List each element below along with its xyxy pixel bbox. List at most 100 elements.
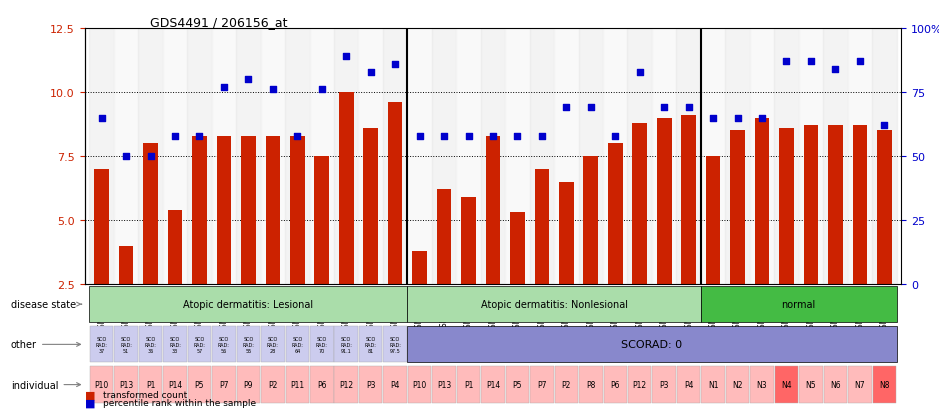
Point [730,115,745,121]
Bar [632,123,647,348]
Text: SCO
RAD:
28: SCO RAD: 28 [267,336,279,353]
FancyBboxPatch shape [334,367,358,403]
Text: P6: P6 [610,380,620,389]
Bar [627,29,652,284]
FancyBboxPatch shape [90,367,114,403]
Point [877,123,892,129]
Bar [700,29,725,284]
Text: Atopic dermatitis: Nonlesional: Atopic dermatitis: Nonlesional [481,299,627,309]
Bar [168,210,182,348]
Point [779,59,794,65]
Text: normal: normal [781,299,816,309]
Bar [676,29,700,284]
Bar [510,213,525,348]
FancyBboxPatch shape [383,367,407,403]
Bar [652,29,676,284]
Text: transformed count: transformed count [103,390,188,399]
Text: SCO
RAD:
70: SCO RAD: 70 [316,336,328,353]
Point [315,87,330,93]
Point [437,133,452,140]
Bar [211,29,236,284]
Point [461,133,476,140]
Bar [310,29,334,284]
Bar [799,29,824,284]
Bar [828,126,842,348]
Bar [114,29,138,284]
FancyBboxPatch shape [139,367,162,403]
Bar [657,118,671,348]
Bar [89,29,114,284]
FancyBboxPatch shape [726,367,749,403]
Text: P14: P14 [485,380,500,389]
FancyBboxPatch shape [359,367,382,403]
FancyBboxPatch shape [115,367,138,403]
FancyBboxPatch shape [212,326,236,363]
FancyBboxPatch shape [334,326,358,363]
FancyBboxPatch shape [653,367,676,403]
FancyBboxPatch shape [237,326,260,363]
FancyBboxPatch shape [139,326,162,363]
Text: P6: P6 [317,380,327,389]
FancyBboxPatch shape [506,367,530,403]
Bar [578,29,603,284]
Bar [461,197,476,348]
Bar [290,136,304,348]
FancyBboxPatch shape [604,367,627,403]
Point [583,105,598,112]
Text: N1: N1 [708,380,718,389]
Text: N2: N2 [732,380,743,389]
Text: SCO
RAD:
55: SCO RAD: 55 [242,336,254,353]
Text: GDS4491 / 206156_at: GDS4491 / 206156_at [150,16,287,29]
FancyBboxPatch shape [531,367,554,403]
FancyBboxPatch shape [700,286,897,323]
Text: P3: P3 [366,380,376,389]
Bar [853,126,868,348]
Bar [359,29,383,284]
FancyBboxPatch shape [456,367,480,403]
Point [608,133,623,140]
Text: P7: P7 [219,380,229,389]
Text: P4: P4 [684,380,693,389]
Text: SCO
RAD:
81: SCO RAD: 81 [364,336,377,353]
Text: P4: P4 [391,380,400,389]
Bar [162,29,187,284]
FancyBboxPatch shape [628,367,652,403]
Point [412,133,427,140]
Bar [779,128,793,348]
Text: SCO
RAD:
64: SCO RAD: 64 [291,336,303,353]
FancyBboxPatch shape [212,367,236,403]
Point [339,54,354,60]
Bar [334,29,359,284]
Point [632,69,647,76]
FancyBboxPatch shape [775,367,798,403]
FancyBboxPatch shape [285,367,309,403]
Bar [750,29,775,284]
FancyBboxPatch shape [310,326,333,363]
Text: P13: P13 [437,380,451,389]
Text: N4: N4 [781,380,792,389]
Point [241,77,256,83]
Text: P5: P5 [513,380,522,389]
Text: P1: P1 [464,380,473,389]
Point [388,62,403,68]
Text: P11: P11 [290,380,304,389]
Text: ■: ■ [85,398,95,408]
Bar [266,136,280,348]
Point [216,84,231,91]
Point [485,133,500,140]
Bar [144,144,158,348]
Text: N3: N3 [757,380,767,389]
Point [804,59,819,65]
FancyBboxPatch shape [285,326,309,363]
Text: SCORAD: 0: SCORAD: 0 [622,339,683,349]
Text: P14: P14 [168,380,182,389]
Bar [241,136,255,348]
FancyBboxPatch shape [701,367,725,403]
Bar [456,29,481,284]
FancyBboxPatch shape [90,326,114,363]
Bar [877,131,892,348]
Bar [824,29,848,284]
Text: SCO
RAD:
51: SCO RAD: 51 [120,336,132,353]
Bar [383,29,408,284]
Bar [408,29,432,284]
